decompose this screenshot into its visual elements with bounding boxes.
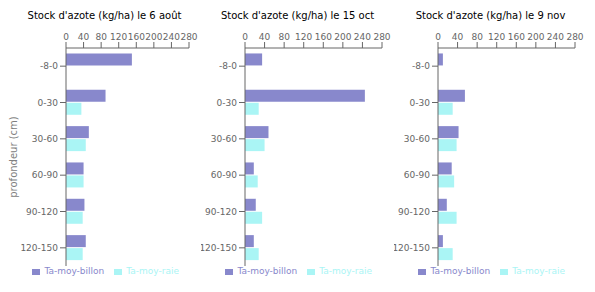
- svg-text:30-60: 30-60: [32, 134, 58, 144]
- svg-text:-8-0: -8-0: [40, 61, 58, 71]
- svg-text:60-90: 60-90: [211, 170, 237, 180]
- svg-text:80: 80: [95, 32, 107, 42]
- svg-text:-8-0: -8-0: [219, 61, 237, 71]
- svg-text:120-150: 120-150: [201, 243, 237, 253]
- svg-text:200: 200: [527, 32, 544, 42]
- svg-text:0-30: 0-30: [217, 98, 238, 108]
- svg-text:0: 0: [435, 32, 441, 42]
- html-text:Ta-moy-billon: Ta-moy-billon: [430, 266, 491, 276]
- svg-text:200: 200: [334, 32, 351, 42]
- html-text:Ta-moy-raie: Ta-moy-raie: [126, 266, 179, 276]
- svg-text:40: 40: [452, 32, 464, 42]
- svg-text:60-90: 60-90: [32, 170, 58, 180]
- html-text:Stock d'azote (kg/ha) le 9 nov: Stock d'azote (kg/ha) le 9 nov: [415, 10, 566, 21]
- svg-text:240: 240: [547, 32, 564, 42]
- svg-text:90-120: 90-120: [205, 207, 237, 217]
- svg-text:60-90: 60-90: [404, 170, 430, 180]
- svg-text:-8-0: -8-0: [412, 61, 430, 71]
- svg-text:90-120: 90-120: [398, 207, 430, 217]
- svg-text:80: 80: [278, 32, 290, 42]
- svg-text:120: 120: [488, 32, 505, 42]
- svg-text:160: 160: [315, 32, 332, 42]
- svg-text:90-120: 90-120: [26, 207, 58, 217]
- html-text:Ta-moy-raie: Ta-moy-raie: [319, 266, 372, 276]
- svg-text:0: 0: [242, 32, 248, 42]
- html-text:Ta-moy-billon: Ta-moy-billon: [237, 266, 298, 276]
- svg-text:160: 160: [508, 32, 525, 42]
- svg-text:40: 40: [259, 32, 271, 42]
- svg-text:80: 80: [471, 32, 483, 42]
- svg-text:160: 160: [128, 32, 145, 42]
- svg-text:240: 240: [354, 32, 371, 42]
- svg-text:0: 0: [63, 32, 69, 42]
- svg-text:120-150: 120-150: [20, 243, 58, 253]
- html-text:Stock d'azote (kg/ha) le 6 aoû: Stock d'azote (kg/ha) le 6 août: [27, 10, 182, 21]
- svg-text:profondeur (cm): profondeur (cm): [8, 116, 19, 198]
- html-text:Ta-moy-raie: Ta-moy-raie: [512, 266, 565, 276]
- svg-text:40: 40: [78, 32, 90, 42]
- svg-text:120: 120: [110, 32, 127, 42]
- svg-text:240: 240: [163, 32, 180, 42]
- svg-text:280: 280: [373, 32, 390, 42]
- svg-text:280: 280: [180, 32, 197, 42]
- svg-text:120: 120: [295, 32, 312, 42]
- svg-text:120-150: 120-150: [394, 243, 430, 253]
- html-text:Ta-moy-billon: Ta-moy-billon: [44, 266, 105, 276]
- svg-text:0-30: 0-30: [410, 98, 431, 108]
- svg-text:30-60: 30-60: [404, 134, 430, 144]
- svg-text:200: 200: [145, 32, 162, 42]
- svg-text:0-30: 0-30: [38, 98, 59, 108]
- svg-text:30-60: 30-60: [211, 134, 237, 144]
- html-text:Stock d'azote (kg/ha) le 15 oc: Stock d'azote (kg/ha) le 15 oct: [220, 10, 375, 21]
- svg-text:280: 280: [566, 32, 583, 42]
